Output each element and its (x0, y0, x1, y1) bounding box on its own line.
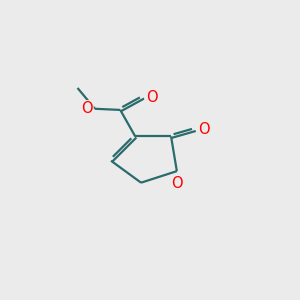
Text: O: O (146, 90, 157, 105)
Text: O: O (81, 101, 92, 116)
Text: O: O (198, 122, 209, 137)
Text: O: O (171, 176, 183, 191)
